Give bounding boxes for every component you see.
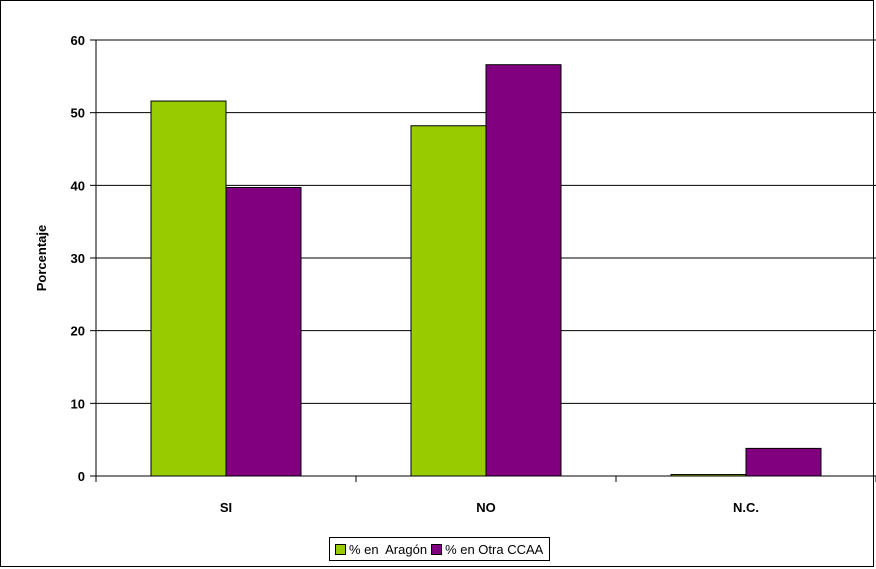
legend-item-otra-ccaa: % en Otra CCAA — [431, 542, 543, 557]
y-tick-label: 40 — [71, 178, 85, 193]
y-tick-label: 10 — [71, 396, 85, 411]
x-tick-label: NO — [476, 500, 496, 515]
legend-label-aragon: % en Aragón — [349, 541, 428, 557]
axes — [95, 40, 876, 477]
x-tick-labels: SI NO N.C. — [220, 500, 759, 515]
y-tick-label: 0 — [78, 469, 85, 484]
y-axis-title: Porcentaje — [34, 225, 49, 291]
y-tick-label: 60 — [71, 33, 85, 48]
legend-item-aragon: % en Aragón — [335, 542, 427, 557]
y-tick-label: 30 — [71, 251, 85, 266]
bar-no-series-1 — [485, 64, 562, 477]
bar-nc-series-1 — [745, 447, 822, 477]
x-tick-label: N.C. — [733, 500, 759, 515]
y-tick-label: 20 — [71, 324, 85, 339]
legend-swatch-aragon — [335, 543, 346, 555]
y-tick-label: 50 — [71, 106, 85, 121]
x-tick-label: SI — [220, 500, 232, 515]
bar-si-series-0 — [150, 100, 227, 477]
bars — [150, 64, 822, 477]
legend-swatch-otra-ccaa — [431, 543, 443, 555]
bar-no-series-0 — [410, 125, 487, 477]
legend-label-otra-ccaa: % en Otra CCAA — [445, 541, 544, 557]
y-tick-labels: 0 10 20 30 40 50 60 — [71, 33, 85, 484]
legend: % en Aragón % en Otra CCAA — [329, 537, 551, 561]
bar-si-series-1 — [225, 187, 302, 477]
